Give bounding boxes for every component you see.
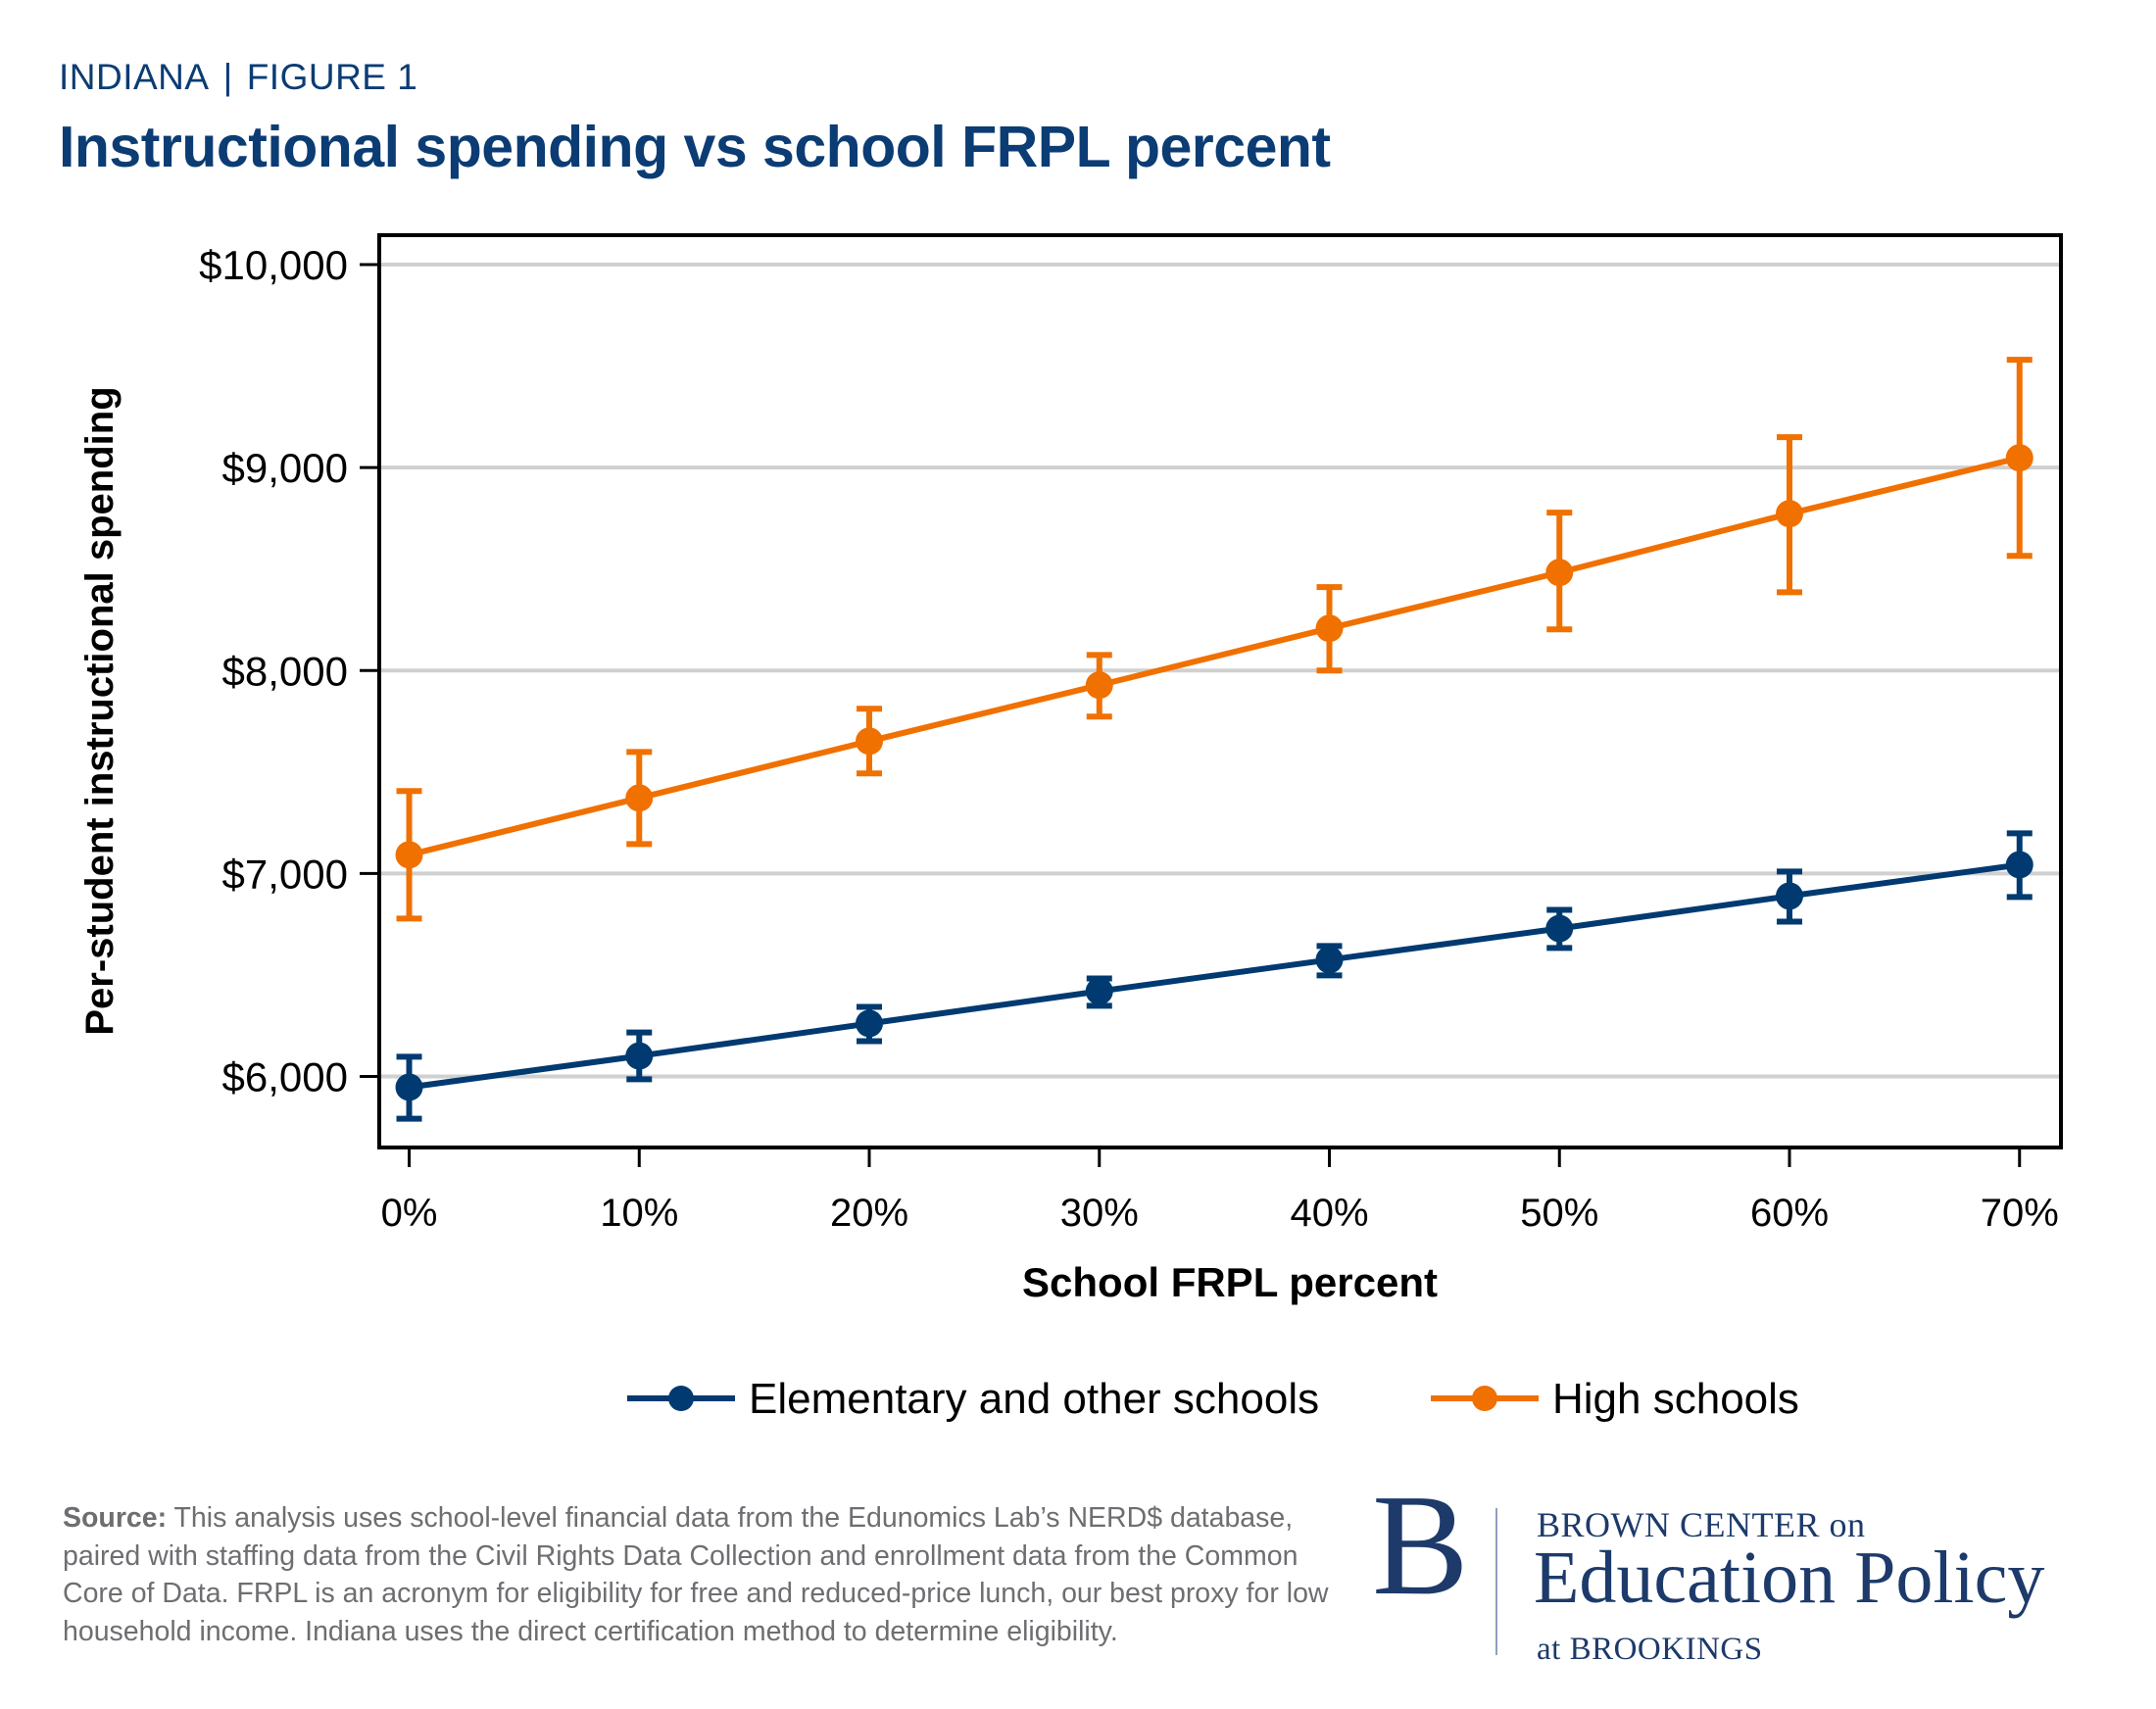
plot-frame [377, 233, 2063, 1149]
data-point-elementary [2005, 851, 2034, 879]
x-axis: 0% 10% 20% 30% 40% 50% 60% 70% [381, 1147, 2059, 1235]
logo-line-1: BROWN CENTER on [1537, 1505, 1866, 1544]
figure-kicker: INDIANA | FIGURE 1 [59, 57, 417, 98]
x-axis-label: School FRPL percent [1022, 1259, 1438, 1305]
data-point-elementary [856, 1009, 884, 1038]
x-tick-label: 20% [830, 1192, 908, 1235]
data-point-elementary [1775, 882, 1803, 910]
data-point-high [2005, 444, 2034, 472]
logo-divider [1495, 1508, 1497, 1655]
data-point-elementary [1545, 914, 1574, 943]
x-tick-label: 50% [1520, 1192, 1598, 1235]
kicker-separator: | [222, 57, 233, 97]
legend-item-elementary[interactable]: Elementary and other schools [627, 1375, 1319, 1423]
logo-line-2: Education Policy [1534, 1537, 2045, 1619]
chart: $6,000 $7,000 $8,000 $9,000 $10,000 0% 10% 20%… [78, 233, 2063, 1423]
data-point-high [1775, 500, 1803, 528]
logo-letter-icon: B [1372, 1465, 1469, 1626]
data-point-elementary [395, 1073, 423, 1101]
state-label: INDIANA [59, 57, 210, 97]
y-axis: $6,000 $7,000 $8,000 $9,000 $10,000 [199, 242, 379, 1100]
x-tick-label: 60% [1750, 1192, 1829, 1235]
x-tick-label: 30% [1060, 1192, 1139, 1235]
data-point-high [1545, 559, 1574, 587]
chart-title: Instructional spending vs school FRPL pe… [59, 115, 1331, 179]
x-tick-label: 70% [1981, 1192, 2059, 1235]
brookings-logo: B BROWN CENTER on Education Policy at BR… [1372, 1473, 2136, 1681]
y-tick-label: $6,000 [222, 1054, 348, 1100]
x-tick-label: 0% [381, 1192, 438, 1235]
y-tick-label: $9,000 [222, 445, 348, 491]
data-point-high [1315, 614, 1344, 643]
data-point-elementary [625, 1042, 654, 1070]
data-point-elementary [1315, 946, 1344, 974]
y-tick-label: $8,000 [222, 648, 348, 694]
figure-label: FIGURE 1 [246, 57, 418, 97]
series-high [395, 357, 2034, 922]
x-tick-label: 40% [1290, 1192, 1368, 1235]
series-layer [395, 357, 2034, 1122]
data-point-high [856, 727, 884, 756]
source-text: This analysis uses school-level financia… [63, 1502, 1329, 1647]
legend-high-marker-icon [1472, 1386, 1497, 1411]
x-tick-label: 10% [600, 1192, 678, 1235]
legend-item-high[interactable]: High schools [1431, 1375, 1799, 1423]
y-tick-label: $7,000 [222, 851, 348, 897]
legend-elementary-marker-icon [668, 1386, 694, 1411]
y-tick-label: $10,000 [199, 242, 348, 288]
data-point-high [625, 784, 654, 812]
legend-elementary-label: Elementary and other schools [749, 1375, 1319, 1423]
data-point-high [1085, 671, 1113, 700]
logo-line-3: at BROOKINGS [1537, 1632, 1763, 1667]
data-point-high [395, 841, 423, 869]
source-note: Source: This analysis uses school-level … [63, 1499, 1366, 1650]
y-axis-label: Per-student instructional spending [78, 386, 122, 1035]
legend: Elementary and other schools High school… [627, 1375, 1799, 1423]
series-line-high [408, 455, 2021, 858]
series-elementary [395, 830, 2034, 1122]
series-line-elementary [409, 861, 2021, 1091]
legend-high-label: High schools [1552, 1375, 1799, 1423]
source-label: Source: [63, 1502, 168, 1534]
data-point-elementary [1085, 977, 1113, 1005]
gridlines [379, 263, 2061, 1079]
